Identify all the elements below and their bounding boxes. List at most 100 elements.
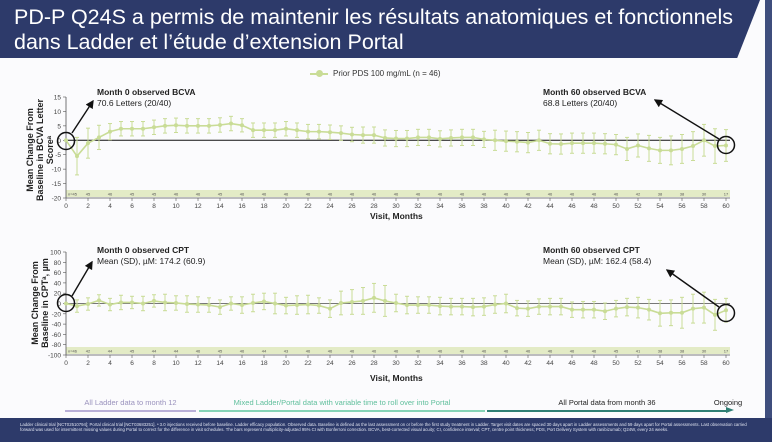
cpt-data-point xyxy=(669,310,673,315)
bcva-data-point xyxy=(295,128,299,133)
bcva-x-tick-label: 52 xyxy=(634,203,642,210)
cpt-y-tick-label: 100 xyxy=(50,250,61,257)
cpt-x-tick-label: 2 xyxy=(86,360,90,367)
bcva-x-tick-label: 18 xyxy=(260,203,268,210)
annotation-title: Month 60 observed BCVA xyxy=(543,87,647,97)
bcva-highlight-circle-icon xyxy=(56,131,76,151)
bcva-data-point xyxy=(526,140,530,145)
bcva-data-point xyxy=(185,123,189,128)
slide-title: PD-P Q24S a permis de maintenir les résu… xyxy=(14,5,734,54)
cpt-data-point xyxy=(196,302,200,307)
cpt-y-tick-label: -40 xyxy=(52,322,62,329)
cpt-n-at-risk: 42 xyxy=(86,349,91,354)
bcva-x-tick-label: 4 xyxy=(108,203,112,210)
bcva-data-point xyxy=(383,135,387,140)
bcva-n-band xyxy=(66,190,730,197)
cpt-n-at-risk: 46 xyxy=(504,349,509,354)
bcva-data-point xyxy=(86,141,90,146)
cpt-y-tick-label: 0 xyxy=(57,301,61,308)
cpt-data-point xyxy=(141,301,145,306)
bcva-n-at-risk: 46 xyxy=(372,192,377,197)
bcva-data-point xyxy=(548,141,552,146)
cpt-x-tick-label: 24 xyxy=(326,360,334,367)
cpt-n-at-risk: 44 xyxy=(108,349,113,354)
footnote: Ladder clinical trial [NCT02510794]; Por… xyxy=(0,418,772,442)
bcva-x-tick-label: 0 xyxy=(64,203,68,210)
bcva-data-point xyxy=(570,141,574,146)
bcva-chart: 151050-5-10-15-200n=45245446645845104612… xyxy=(52,95,736,210)
bcva-data-point xyxy=(691,144,695,149)
cpt-x-tick-label: 6 xyxy=(130,360,134,367)
bcva-data-point xyxy=(262,128,266,133)
bcva-data-point xyxy=(482,137,486,142)
cpt-data-point xyxy=(119,300,123,305)
cpt-x-tick-label: 18 xyxy=(260,360,268,367)
cpt-data-point xyxy=(438,304,442,309)
bcva-data-point xyxy=(658,148,662,153)
phase-mixed: Mixed Ladder/Portal data with variable t… xyxy=(199,398,485,412)
bcva-x-tick-label: 2 xyxy=(86,203,90,210)
bcva-data-point xyxy=(372,133,376,138)
cpt-x-tick-label: 0 xyxy=(64,360,68,367)
cpt-x-axis-label: Visit, Months xyxy=(370,373,423,383)
bcva-data-point xyxy=(427,135,431,140)
cpt-x-tick-label: 42 xyxy=(524,360,532,367)
bcva-n-at-risk: 46 xyxy=(570,192,575,197)
bcva-x-tick-label: 28 xyxy=(370,203,378,210)
cpt-n-at-risk: 46 xyxy=(460,349,465,354)
cpt-data-point xyxy=(295,303,299,308)
cpt-data-point xyxy=(284,303,288,308)
bcva-month60-annotation: Month 60 observed BCVA 68.8 Letters (20/… xyxy=(543,87,646,109)
cpt-data-point xyxy=(449,304,453,309)
bcva-month0-annotation: Month 0 observed BCVA 70.6 Letters (20/4… xyxy=(97,87,196,109)
bcva-n-at-risk: 46 xyxy=(196,192,201,197)
cpt-data-point xyxy=(416,303,420,308)
bcva-y-tick-label: -10 xyxy=(52,167,62,174)
cpt-data-point xyxy=(64,301,68,306)
cpt-n-at-risk: 46 xyxy=(306,349,311,354)
bcva-n-at-risk: 46 xyxy=(240,192,245,197)
cpt-data-point xyxy=(658,311,662,316)
cpt-n-at-risk: 38 xyxy=(680,349,685,354)
cpt-x-tick-label: 52 xyxy=(634,360,642,367)
bcva-data-point xyxy=(328,130,332,135)
cpt-x-tick-label: 34 xyxy=(436,360,444,367)
cpt-x-tick-label: 20 xyxy=(282,360,290,367)
cpt-x-tick-label: 56 xyxy=(678,360,686,367)
bcva-data-point xyxy=(284,126,288,131)
annotation-title: Month 0 observed CPT xyxy=(97,245,190,255)
cpt-month0-annotation: Month 0 observed CPT Mean (SD), µM: 174.… xyxy=(97,245,205,267)
cpt-x-tick-label: 54 xyxy=(656,360,664,367)
bcva-data-point xyxy=(119,126,123,131)
cpt-data-point xyxy=(273,301,277,306)
bcva-n-at-risk: 46 xyxy=(592,192,597,197)
cpt-data-point xyxy=(493,302,497,307)
bcva-data-point xyxy=(108,129,112,134)
cpt-n-at-risk: 46 xyxy=(482,349,487,354)
cpt-data-point xyxy=(383,298,387,303)
phase-ongoing: Ongoing xyxy=(713,398,743,407)
bcva-n-at-risk: 45 xyxy=(152,192,157,197)
bcva-y-tick-label: 10 xyxy=(54,109,62,116)
bcva-x-tick-label: 42 xyxy=(524,203,532,210)
cpt-y-axis-label: Mean Change From Baseline in CPTᵃ, µm xyxy=(30,258,50,348)
cpt-data-point xyxy=(394,300,398,305)
bcva-data-point xyxy=(724,143,728,148)
bcva-data-point xyxy=(317,129,321,134)
bcva-data-point xyxy=(361,133,365,138)
cpt-y-tick-label: -20 xyxy=(52,311,62,318)
cpt-n-at-risk: 46 xyxy=(548,349,553,354)
cpt-data-point xyxy=(361,298,365,303)
cpt-chart: 100806040200-20-40-60-80-1000n=462424446… xyxy=(48,250,736,367)
bcva-data-point xyxy=(251,128,255,133)
cpt-data-point xyxy=(207,303,211,308)
cpt-x-tick-label: 48 xyxy=(590,360,598,367)
cpt-x-tick-label: 12 xyxy=(194,360,202,367)
bcva-data-point xyxy=(306,129,310,134)
cpt-data-point xyxy=(515,306,519,311)
bcva-x-tick-label: 26 xyxy=(348,203,356,210)
bcva-x-tick-label: 34 xyxy=(436,203,444,210)
bcva-x-tick-label: 46 xyxy=(568,203,576,210)
cpt-n-at-risk: 45 xyxy=(614,349,619,354)
bcva-y-tick-label: -15 xyxy=(52,181,62,188)
